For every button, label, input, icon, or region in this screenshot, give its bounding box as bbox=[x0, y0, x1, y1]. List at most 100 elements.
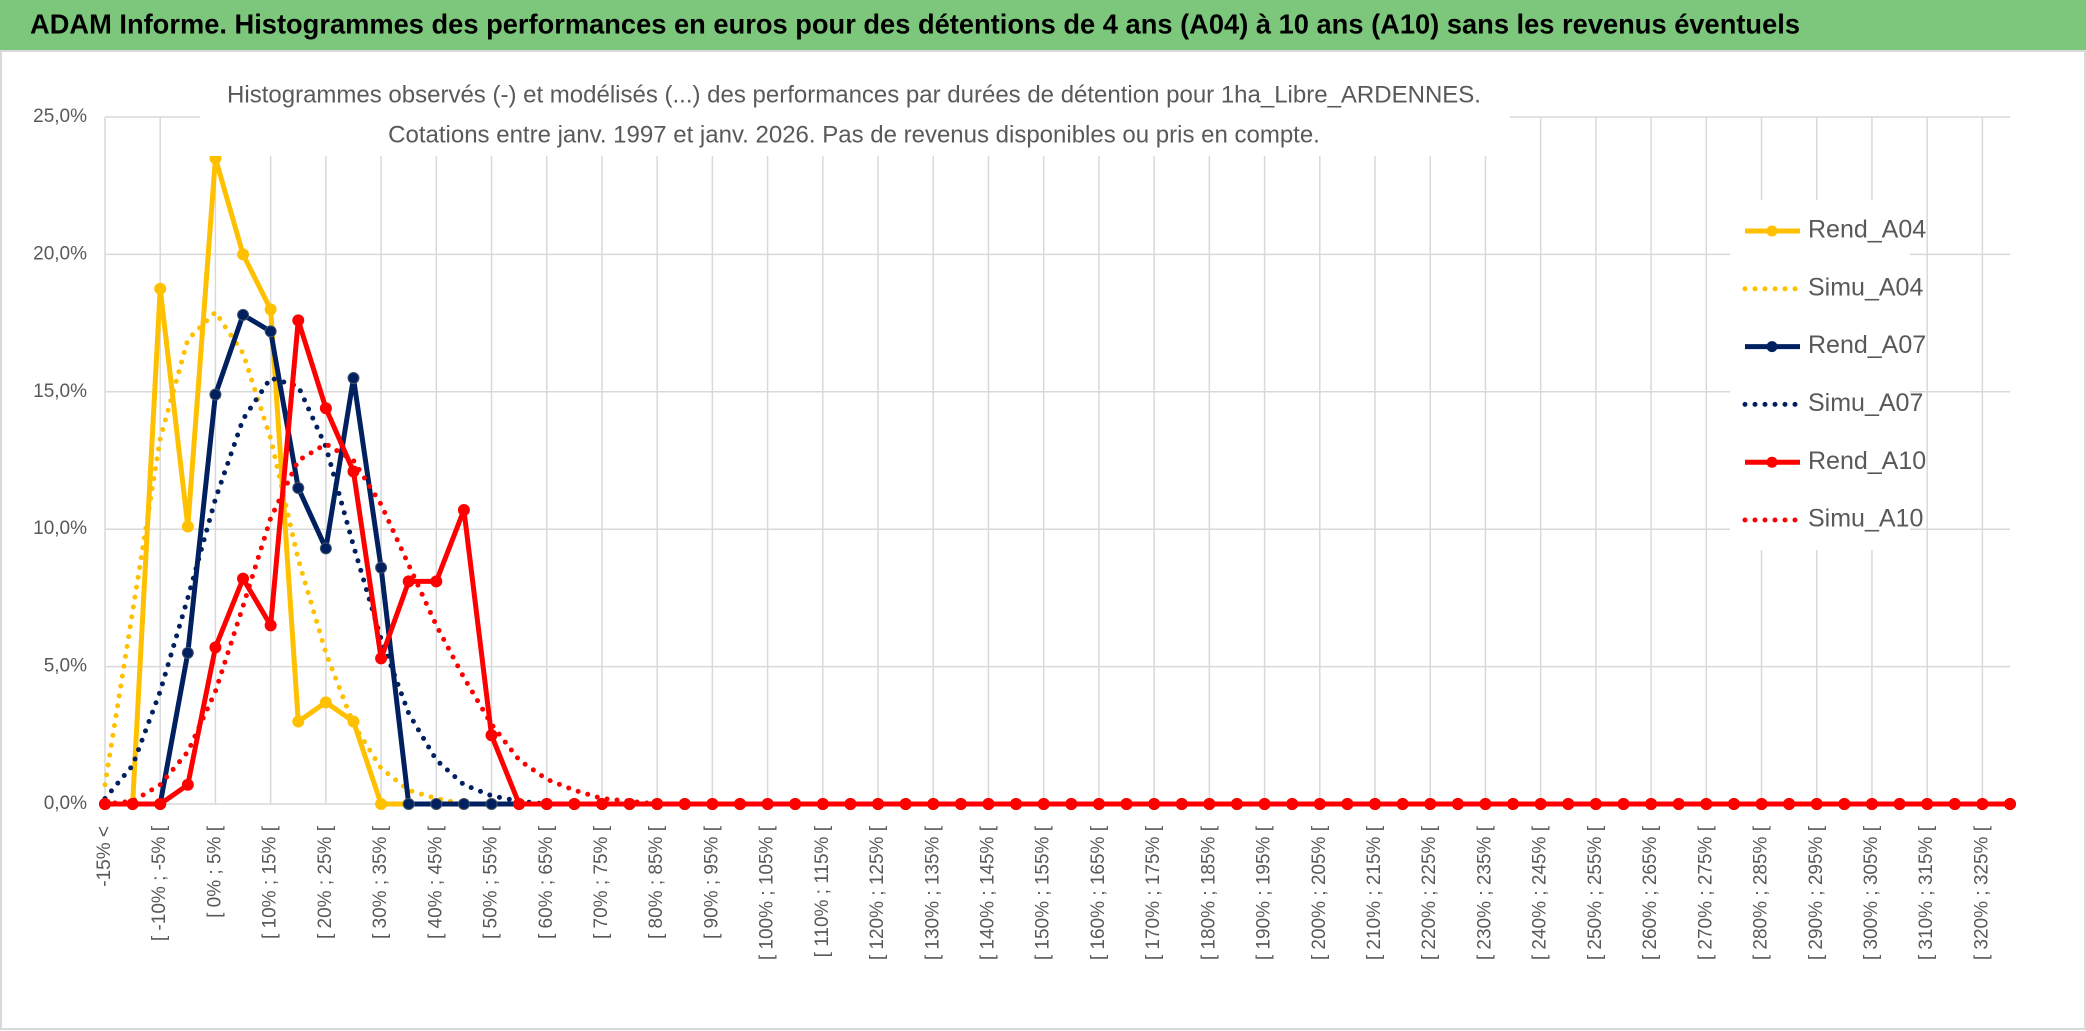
x-tick-label: [ 160% ; 165% [ bbox=[1088, 825, 1109, 960]
x-tick-label: [ 180% ; 185% [ bbox=[1198, 825, 1219, 960]
x-tick-label: [ 220% ; 225% [ bbox=[1419, 825, 1440, 960]
point bbox=[292, 715, 305, 728]
x-tick-label: [ 50% ; 55% [ bbox=[481, 825, 502, 939]
series-line bbox=[102, 375, 2013, 807]
x-tick-label: [ 250% ; 255% [ bbox=[1585, 825, 1606, 960]
point bbox=[181, 778, 194, 791]
point bbox=[264, 325, 277, 338]
x-tick-label: -15% < bbox=[94, 826, 115, 887]
x-tick-label: [ 230% ; 235% [ bbox=[1474, 825, 1495, 960]
plot bbox=[99, 152, 2016, 810]
x-tick-label: [ 290% ; 295% [ bbox=[1806, 825, 1827, 960]
y-tick-label: 20,0% bbox=[33, 243, 87, 264]
legend-marker bbox=[1766, 225, 1778, 237]
point bbox=[540, 798, 553, 810]
legend-label: Rend_A10 bbox=[1808, 447, 1926, 475]
x-tick-label: [ 110% ; 115% [ bbox=[812, 825, 833, 957]
y-tick-label: 10,0% bbox=[33, 518, 87, 539]
legend-label: Simu_A10 bbox=[1808, 505, 1923, 533]
header-title: ADAM Informe. Histogrammes des performan… bbox=[30, 8, 1800, 39]
title-box bbox=[200, 78, 1510, 156]
legend-marker bbox=[1766, 341, 1778, 353]
x-tick-label: [ 40% ; 45% [ bbox=[425, 825, 446, 939]
point bbox=[457, 798, 470, 810]
point bbox=[347, 465, 360, 478]
chart-title: Histogrammes observés (-) et modélisés (… bbox=[227, 81, 1481, 108]
point bbox=[485, 798, 498, 810]
x-tick-label: [ 170% ; 175% [ bbox=[1143, 825, 1164, 960]
point bbox=[347, 372, 360, 385]
x-tick-label: [ 10% ; 15% [ bbox=[260, 825, 281, 939]
x-tick-label: [ 140% ; 145% [ bbox=[977, 825, 998, 960]
x-tick-label: [ 150% ; 155% [ bbox=[1033, 825, 1054, 960]
point bbox=[264, 303, 277, 316]
x-tick-label: [ 80% ; 85% [ bbox=[646, 825, 667, 939]
y-tick-label: 5,0% bbox=[44, 656, 87, 677]
legend-label: Rend_A07 bbox=[1808, 331, 1926, 359]
x-tick-label: [ 30% ; 35% [ bbox=[370, 825, 391, 939]
x-tick-label: [ 280% ; 285% [ bbox=[1751, 825, 1772, 960]
legend-box bbox=[1730, 200, 1910, 550]
x-tick-label: [ -10% ; -5% [ bbox=[149, 825, 170, 941]
x-tick-label: [ 270% ; 275% [ bbox=[1695, 825, 1716, 960]
x-tick-label: [ 70% ; 75% [ bbox=[591, 825, 612, 939]
x-tick-label: [ 240% ; 245% [ bbox=[1530, 825, 1551, 960]
y-tick-label: 15,0% bbox=[33, 381, 87, 402]
point bbox=[457, 503, 470, 516]
point bbox=[319, 696, 332, 709]
x-tick-label: [ 0% ; 5% [ bbox=[204, 825, 225, 918]
point bbox=[292, 314, 305, 327]
legend-label: Rend_A04 bbox=[1808, 216, 1926, 244]
point bbox=[319, 542, 332, 555]
point bbox=[568, 798, 581, 810]
point bbox=[237, 248, 250, 261]
point bbox=[181, 520, 194, 533]
y-tick-label: 25,0% bbox=[33, 106, 87, 127]
point bbox=[595, 798, 608, 810]
point bbox=[237, 308, 250, 321]
series-line bbox=[105, 312, 2010, 807]
x-tick-label: [ 260% ; 265% [ bbox=[1640, 825, 1661, 960]
point bbox=[402, 575, 415, 588]
y-tick-label: 0,0% bbox=[44, 793, 87, 814]
series-line bbox=[102, 309, 2013, 807]
legend-label: Simu_A07 bbox=[1808, 389, 1923, 417]
point bbox=[430, 575, 443, 588]
point bbox=[209, 641, 222, 654]
point bbox=[375, 561, 388, 574]
point bbox=[513, 798, 526, 810]
point bbox=[181, 646, 194, 659]
x-tick-label: [ 310% ; 315% [ bbox=[1916, 825, 1937, 960]
point bbox=[264, 619, 277, 632]
header-bar bbox=[0, 0, 2086, 50]
legend: Rend_A04 Simu_A04 Rend_A07 Simu_A07 Rend_A10… bbox=[1730, 200, 1926, 550]
x-tick-label: [ 60% ; 65% [ bbox=[536, 825, 557, 939]
point bbox=[292, 481, 305, 494]
point bbox=[154, 798, 167, 810]
point bbox=[154, 282, 167, 295]
legend-marker bbox=[1766, 456, 1778, 468]
series-line bbox=[105, 317, 2010, 807]
point bbox=[485, 729, 498, 742]
point bbox=[375, 798, 388, 810]
chart-subtitle: Cotations entre janv. 1997 et janv. 2026… bbox=[388, 121, 1320, 148]
x-tick-label: [ 90% ; 95% [ bbox=[701, 825, 722, 939]
point bbox=[319, 402, 332, 415]
x-tick-label: [ 130% ; 135% [ bbox=[922, 825, 943, 960]
point bbox=[209, 388, 222, 401]
point bbox=[430, 798, 443, 810]
x-tick-label: [ 210% ; 215% [ bbox=[1364, 825, 1385, 960]
x-tick-label: [ 120% ; 125% [ bbox=[867, 825, 888, 960]
legend-label: Simu_A04 bbox=[1808, 273, 1923, 301]
x-tick-label: [ 190% ; 195% [ bbox=[1254, 825, 1275, 960]
x-tick-label: [ 300% ; 305% [ bbox=[1861, 825, 1882, 960]
x-tick-label: [ 100% ; 105% [ bbox=[757, 825, 778, 960]
x-tick-label: [ 200% ; 205% [ bbox=[1309, 825, 1330, 960]
x-tick-label: [ 320% ; 325% [ bbox=[1971, 825, 1992, 960]
series-line bbox=[102, 441, 2013, 807]
point bbox=[237, 572, 250, 585]
x-tick-label: [ 20% ; 25% [ bbox=[315, 825, 336, 939]
point bbox=[375, 652, 388, 665]
frame bbox=[0, 50, 2086, 1030]
